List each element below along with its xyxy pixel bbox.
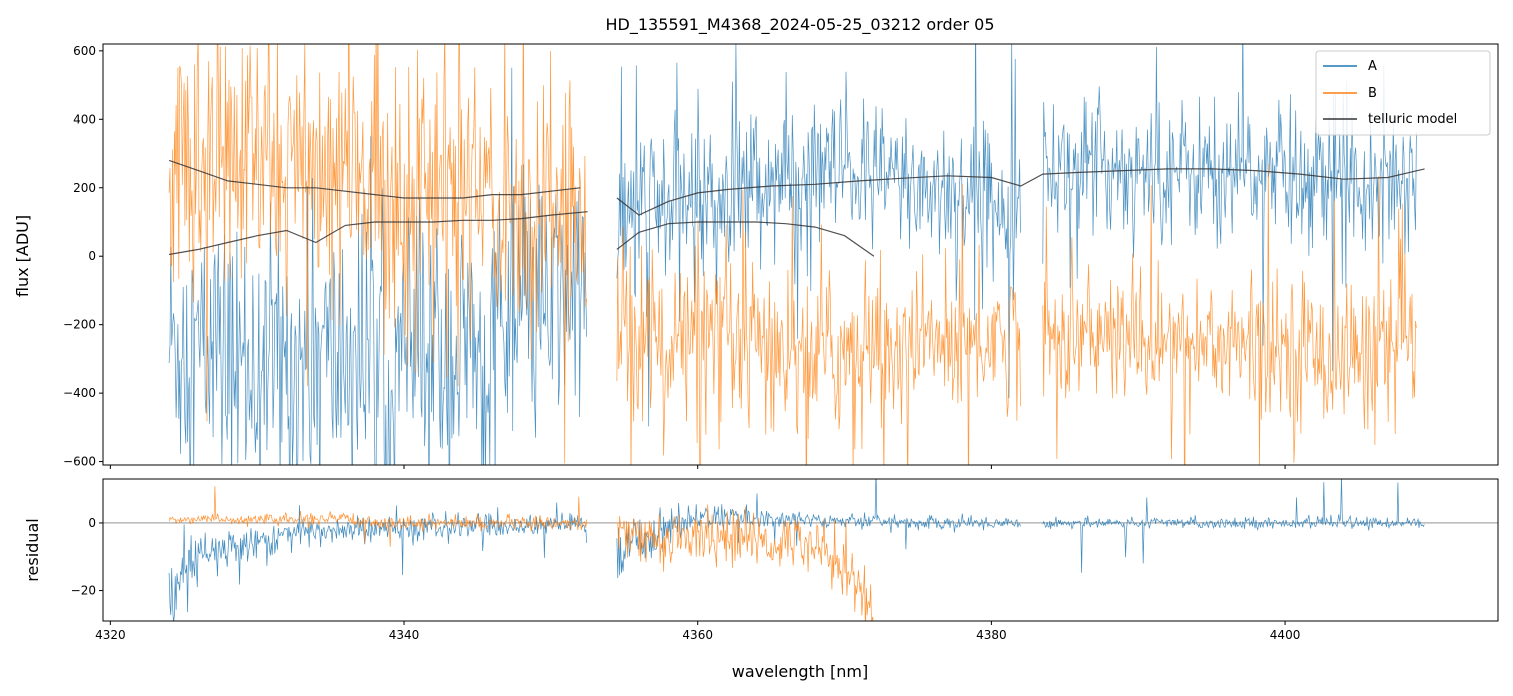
- top-plot-area: [168, 44, 1425, 465]
- bottom-panel: −20 0 4320 4340 4360 4380 4400 residual wavel…: [23, 478, 1499, 681]
- bottom-ytick-label-0: −20: [71, 584, 96, 598]
- series-a-flux-segment-1: [168, 67, 588, 465]
- top-ytick-label-5: 400: [73, 112, 96, 126]
- x-axis-label: wavelength [nm]: [732, 662, 869, 681]
- series-b-flux-segment-3: [1042, 163, 1417, 465]
- telluric-model-a-segment-2: [616, 168, 1425, 216]
- series-a-flux-segment-2: [616, 44, 1021, 427]
- legend-label-telluric: telluric model: [1368, 112, 1457, 127]
- series-a-residual-segment-3: [1042, 479, 1425, 573]
- bottom-xtick-label-2: 4360: [682, 628, 713, 642]
- top-ytick-label-2: −200: [63, 318, 96, 332]
- top-panel: −600 −400 −200 0 200 400 600 flux [ADU] A B te…: [13, 43, 1499, 469]
- series-b-residual-segment-2: [616, 504, 874, 621]
- bottom-y-axis-label: residual: [23, 518, 42, 581]
- bottom-x-axis: 4320 4340 4360 4380 4400: [95, 621, 1300, 642]
- top-y-axis-label: flux [ADU]: [13, 215, 32, 297]
- series-a-residual-segment-1: [168, 502, 588, 621]
- top-ytick-label-0: −600: [63, 455, 96, 469]
- series-b-flux-segment-1: [168, 44, 588, 464]
- legend-box: [1315, 50, 1491, 136]
- top-ytick-label-3: 0: [88, 249, 96, 263]
- series-a-residual-segment-2: [616, 479, 1021, 579]
- top-axes-frame: [102, 43, 1499, 466]
- series-b-flux-segment-2: [616, 183, 1021, 465]
- bottom-xtick-label-1: 4340: [389, 628, 420, 642]
- series-a-flux-segment-3: [1042, 44, 1417, 372]
- telluric-model-b-segment-1: [168, 211, 588, 256]
- bottom-xtick-label-3: 4380: [976, 628, 1007, 642]
- legend-label-b: B: [1368, 86, 1377, 101]
- legend: A B telluric model: [1315, 50, 1491, 136]
- top-y-axis: −600 −400 −200 0 200 400 600: [63, 44, 103, 469]
- legend-label-a: A: [1368, 59, 1377, 74]
- chart-title: HD_135591_M4368_2024-05-25_03212 order 0…: [605, 15, 994, 35]
- telluric-model-a-segment-1: [168, 159, 581, 199]
- telluric-model-b-segment-2: [616, 221, 875, 257]
- top-ytick-label-1: −400: [63, 386, 96, 400]
- bottom-xtick-label-0: 4320: [95, 628, 126, 642]
- bottom-xtick-label-4: 4400: [1270, 628, 1301, 642]
- top-ytick-label-4: 200: [73, 181, 96, 195]
- bottom-y-axis: −20 0: [71, 516, 103, 598]
- series-b-residual-segment-1: [168, 486, 588, 547]
- top-x-axis: [109, 465, 1286, 469]
- top-ytick-label-6: 600: [73, 44, 96, 58]
- bottom-axes-frame: [102, 478, 1499, 622]
- bottom-plot-area: [103, 479, 1498, 621]
- bottom-ytick-label-1: 0: [88, 516, 96, 530]
